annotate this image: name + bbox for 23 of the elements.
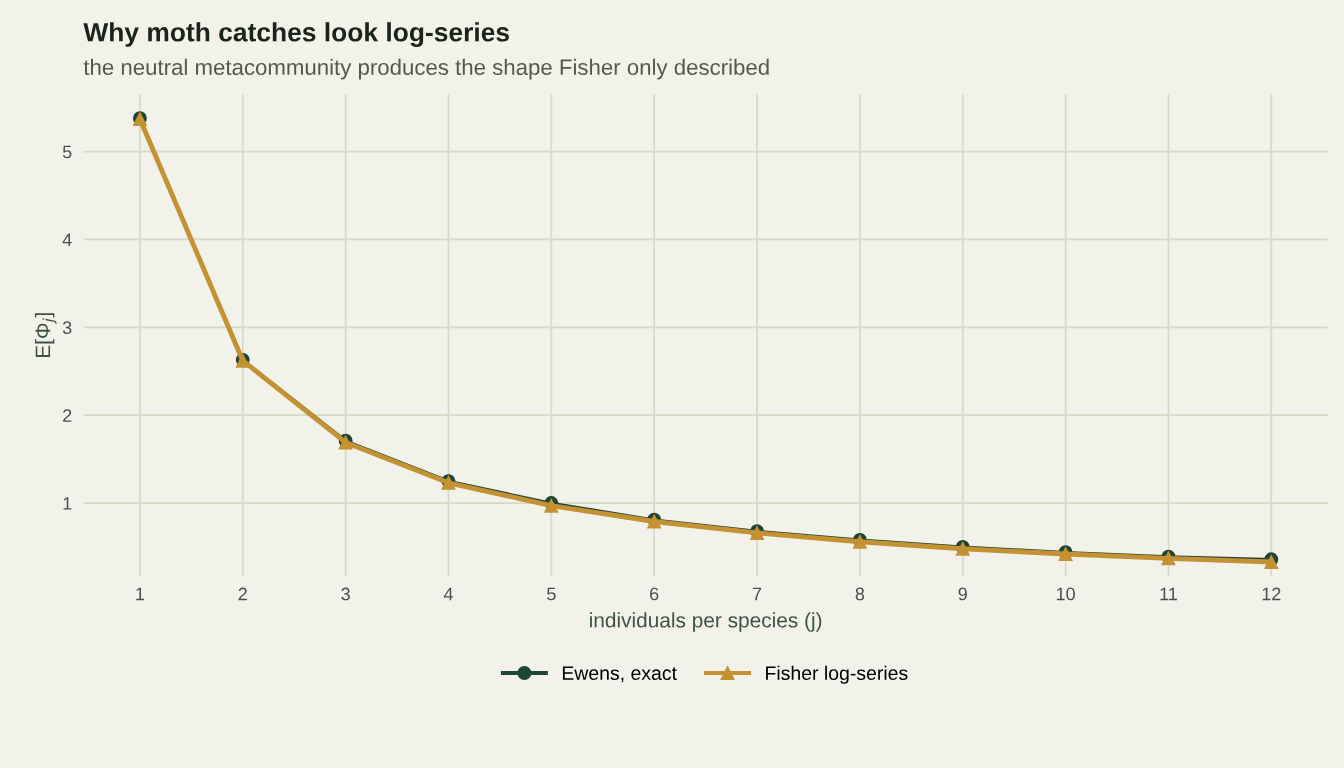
chart-subtitle: the neutral metacommunity produces the shape Fisher only described (83, 58, 769, 80)
y-tick-label: 1 (63, 497, 72, 510)
x-axis-title: individuals per species (j) (590, 612, 822, 632)
y-axis-title: E[Φ$_{j}$] (34, 313, 57, 358)
x-tick-label: 2 (238, 587, 247, 601)
x-tick-label: 10 (1056, 587, 1075, 601)
y-tick-label: 3 (62, 321, 72, 335)
x-tick-label: 7 (752, 587, 762, 601)
x-tick-label: 1 (136, 587, 145, 601)
x-tick-label: 3 (341, 587, 350, 601)
y-tick-label: 4 (62, 233, 72, 246)
legend-label: Ewens, exact (562, 666, 677, 683)
x-tick-label: 8 (855, 587, 865, 601)
y-tick-label: 2 (63, 409, 72, 422)
x-tick-label: 6 (650, 587, 659, 601)
chart-title: Why moth catches look log-series (83, 22, 509, 47)
x-tick-label: 12 (1262, 587, 1281, 601)
x-tick-label: 9 (958, 587, 967, 601)
legend-label: Fisher log-series (766, 665, 908, 684)
x-tick-label: 11 (1160, 587, 1177, 601)
y-tick-label: 5 (62, 145, 72, 159)
x-tick-label: 5 (547, 587, 556, 601)
x-tick-label: 4 (443, 587, 453, 601)
